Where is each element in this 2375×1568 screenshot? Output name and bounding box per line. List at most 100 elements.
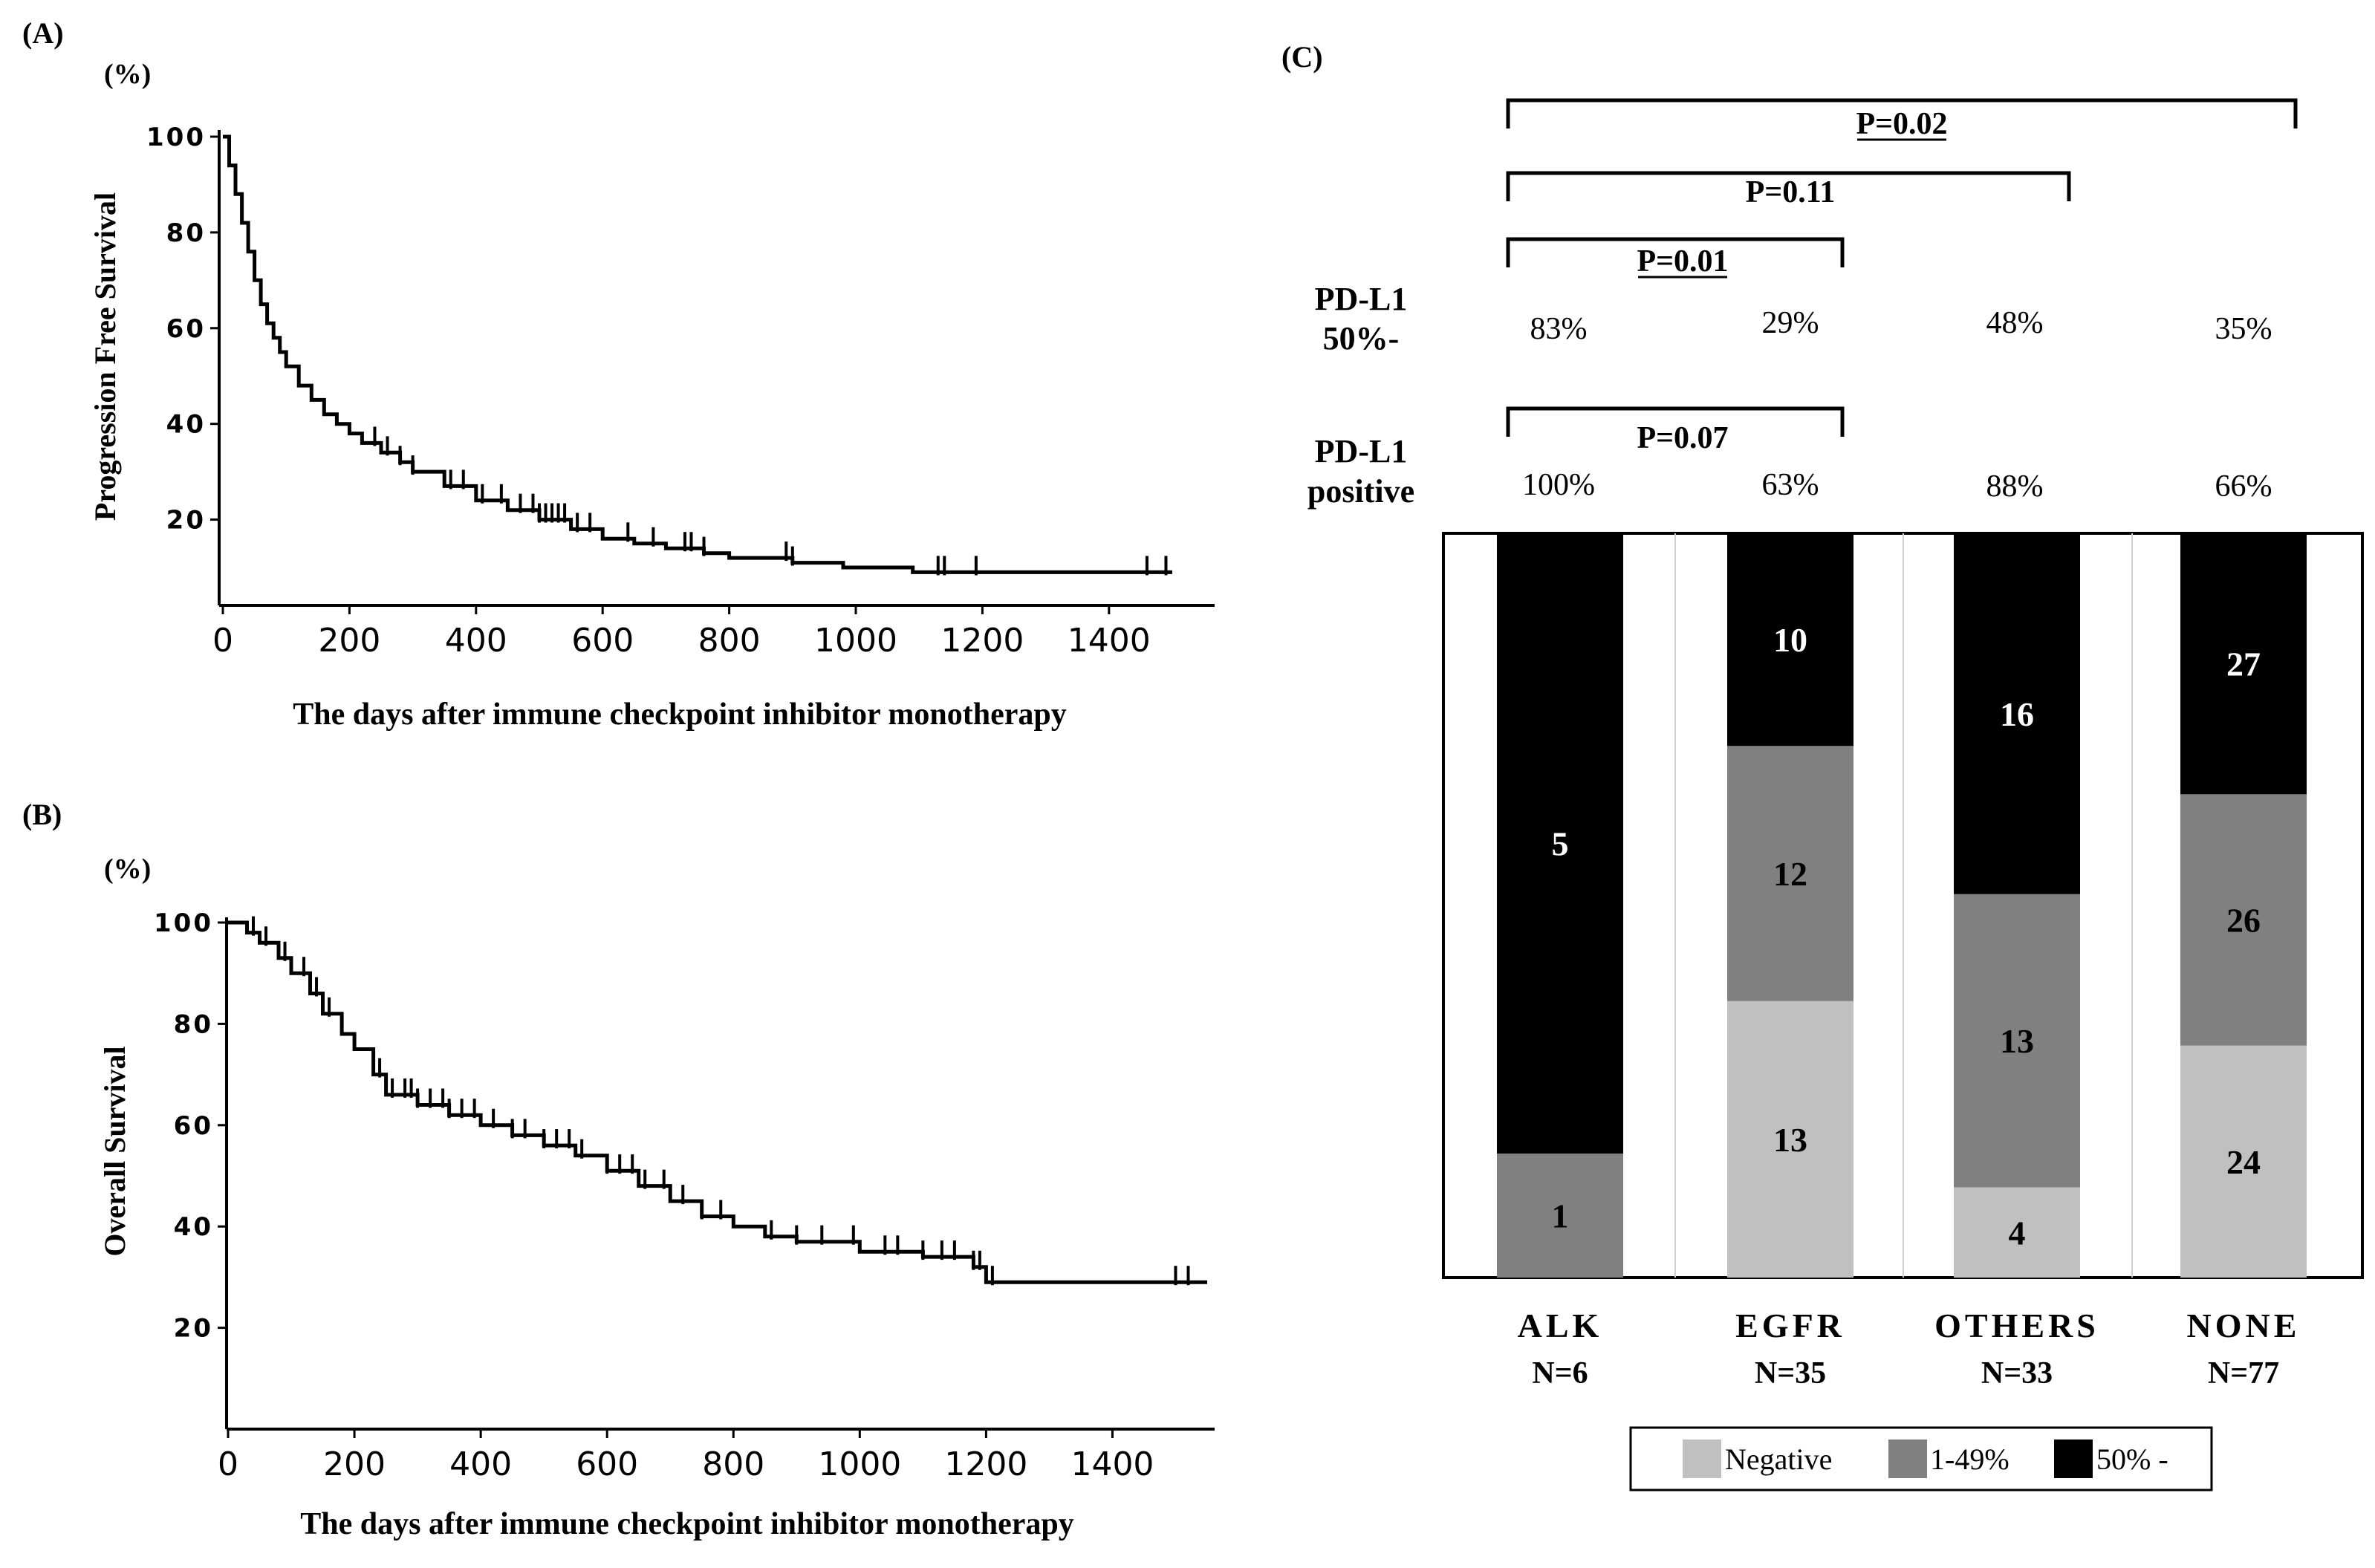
legend-label: 50% - bbox=[2096, 1442, 2168, 1476]
pdl1-positive-percent: 66% bbox=[2215, 469, 2272, 504]
y-tick-label: 20 bbox=[166, 506, 206, 536]
bar-value-label: 13 bbox=[1773, 1121, 1807, 1159]
p-value-label: P=0.01 bbox=[1637, 244, 1728, 279]
panel-a-unit-label: (%) bbox=[104, 59, 151, 90]
bar-segment bbox=[1727, 1001, 1853, 1278]
panel-b-letter: (B) bbox=[22, 798, 62, 831]
x-tick-label: 600 bbox=[576, 1445, 638, 1483]
bar-segment bbox=[1954, 894, 2080, 1188]
panel-c-stacked-bar: (C) P=0.02P=0.11P=0.01P=0.07 PD-L150%-PD… bbox=[1281, 40, 2364, 1491]
bar-value-label: 5 bbox=[1552, 825, 1569, 863]
legend-label: 1-49% bbox=[1930, 1442, 2010, 1476]
p-value-label: P=0.11 bbox=[1746, 175, 1836, 209]
row-label-positive-line1: PD-L1 bbox=[1315, 433, 1408, 469]
y-tick-label: 40 bbox=[174, 1212, 213, 1242]
x-tick-label: 1400 bbox=[1068, 622, 1151, 660]
y-tick-label: 20 bbox=[174, 1314, 213, 1344]
category-label: OTHERS bbox=[1934, 1307, 2099, 1344]
bar-value-label: 4 bbox=[2009, 1214, 2026, 1252]
bar-value-label: 12 bbox=[1773, 855, 1807, 893]
pdl1-high-percent: 48% bbox=[1986, 306, 2044, 340]
bar-segment bbox=[2180, 1045, 2307, 1278]
bar-segment bbox=[2180, 794, 2307, 1046]
legend-swatch bbox=[1888, 1439, 1927, 1478]
y-tick-label: 60 bbox=[166, 314, 206, 344]
pdl1-high-percent: 83% bbox=[1530, 312, 1588, 346]
x-tick-label: 800 bbox=[698, 622, 761, 660]
panel-c-significance-brackets: P=0.02 P=0.11 P=0.01 P=0.07 bbox=[1506, 98, 2298, 455]
significance-bracket bbox=[1506, 98, 2298, 129]
panel-b-plot-area bbox=[228, 916, 1207, 1286]
x-tick-label: 0 bbox=[212, 622, 233, 660]
y-tick-label: 100 bbox=[154, 908, 213, 938]
bar-segment bbox=[1954, 1187, 2080, 1278]
category-label: EGFR bbox=[1735, 1307, 1845, 1344]
x-tick-label: 1200 bbox=[940, 622, 1024, 660]
y-tick-label: 40 bbox=[166, 410, 206, 440]
bar-segment bbox=[1727, 746, 1853, 1001]
x-tick-label: 200 bbox=[323, 1445, 386, 1483]
pdl1-positive-percent: 88% bbox=[1986, 469, 2044, 504]
x-tick-label: 1000 bbox=[818, 1445, 901, 1483]
panel-b-unit-label: (%) bbox=[104, 853, 151, 885]
significance-bracket bbox=[1506, 237, 1845, 267]
x-tick-label: 1000 bbox=[814, 622, 897, 660]
bar-segment bbox=[1497, 533, 1623, 1154]
pdl1-high-percent: 35% bbox=[2215, 312, 2272, 346]
category-label: NONE bbox=[2187, 1307, 2301, 1344]
y-tick-label: 60 bbox=[174, 1111, 213, 1141]
x-tick-label: 600 bbox=[571, 622, 634, 660]
bar-segment bbox=[2180, 533, 2307, 795]
pdl1-positive-percent: 100% bbox=[1522, 468, 1595, 502]
panel-c-bars: 1 5 13 12 10 4 13 16 24 26 27 bbox=[1497, 533, 2307, 1278]
y-tick-label: 80 bbox=[174, 1009, 213, 1039]
category-n-label: N=33 bbox=[1981, 1356, 2053, 1390]
panel-b-km-os: (B) (%) Overall Survival The days after … bbox=[22, 798, 1215, 1541]
bar-value-label: 1 bbox=[1552, 1197, 1569, 1235]
panel-b-y-axis-label: Overall Survival bbox=[98, 1046, 131, 1256]
panel-c-category-labels: ALK N=6 EGFR N=35 OTHERS N=33 NONE N=77 bbox=[1518, 1307, 2301, 1390]
bar-segment bbox=[1954, 533, 2080, 894]
bar-value-label: 10 bbox=[1773, 621, 1807, 659]
legend-swatch bbox=[2054, 1439, 2093, 1478]
panel-c-legend: Negative 1-49% 50% - bbox=[1629, 1426, 2213, 1491]
bar-value-label: 26 bbox=[2226, 902, 2261, 940]
category-n-label: N=77 bbox=[2208, 1356, 2279, 1390]
bar-value-label: 24 bbox=[2226, 1143, 2261, 1181]
panel-c-letter: (C) bbox=[1281, 40, 1323, 74]
x-tick-label: 200 bbox=[318, 622, 380, 660]
panel-a-x-axis-label: The days after immune checkpoint inhibit… bbox=[293, 697, 1067, 732]
pdl1-high-percent: 29% bbox=[1762, 306, 1819, 340]
bar-segment bbox=[1727, 533, 1853, 746]
y-tick-label: 80 bbox=[166, 218, 206, 248]
x-tick-label: 1200 bbox=[944, 1445, 1027, 1483]
p-value-label: P=0.02 bbox=[1856, 107, 1947, 141]
significance-bracket bbox=[1506, 171, 2071, 201]
category-label: ALK bbox=[1518, 1307, 1603, 1344]
row-label-high-line1: PD-L1 bbox=[1315, 281, 1408, 317]
x-tick-label: 800 bbox=[702, 1445, 764, 1483]
x-tick-label: 1400 bbox=[1070, 1445, 1154, 1483]
category-n-label: N=35 bbox=[1755, 1356, 1826, 1390]
x-tick-label: 400 bbox=[445, 622, 507, 660]
panel-a-letter: (A) bbox=[22, 16, 64, 50]
row-label-high-line2: 50%- bbox=[1323, 320, 1400, 357]
significance-bracket bbox=[1506, 406, 1845, 437]
panel-a-y-axis-label: Progression Free Survival bbox=[88, 192, 122, 521]
legend-label: Negative bbox=[1725, 1442, 1832, 1476]
bar-value-label: 16 bbox=[2000, 695, 2034, 733]
p-value-label: P=0.07 bbox=[1637, 421, 1728, 455]
pdl1-positive-percent: 63% bbox=[1762, 468, 1819, 502]
survival-step-curve bbox=[223, 134, 1172, 574]
category-n-label: N=6 bbox=[1532, 1356, 1588, 1390]
y-tick-label: 100 bbox=[146, 123, 206, 152]
panel-a-plot-area bbox=[223, 134, 1172, 576]
row-label-positive-line2: positive bbox=[1307, 473, 1414, 510]
bar-value-label: 27 bbox=[2226, 645, 2261, 683]
x-tick-label: 400 bbox=[449, 1445, 512, 1483]
legend-swatch bbox=[1683, 1439, 1721, 1478]
panel-a-km-pfs: (A) (%) Progression Free Survival The da… bbox=[22, 16, 1215, 732]
